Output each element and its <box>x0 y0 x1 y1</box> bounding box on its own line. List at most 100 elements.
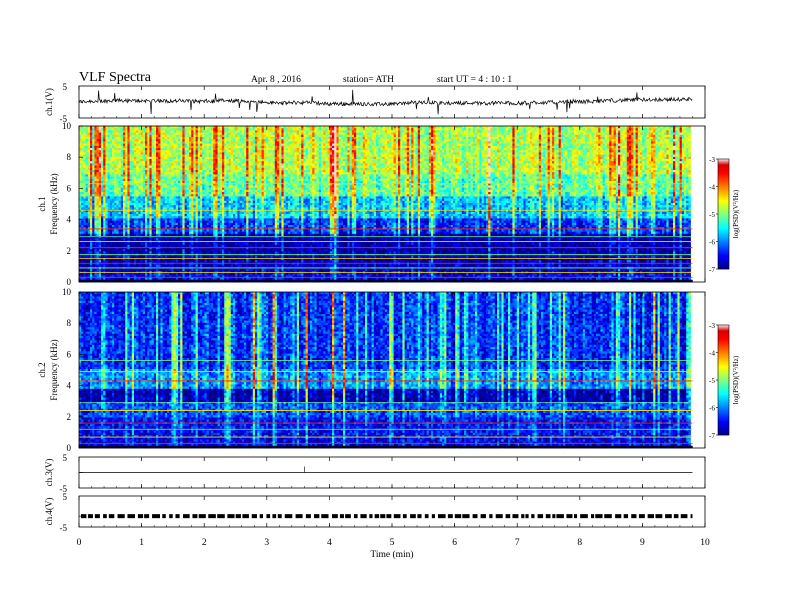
ch1-spectrogram-cell <box>296 132 300 136</box>
ch1-spectrogram-cell <box>294 156 298 160</box>
ch1-spectrogram-cell <box>477 161 480 164</box>
ch1-spectrogram-cell <box>244 132 247 136</box>
ch1-spectrogram-cell <box>101 128 104 131</box>
ch1-spectrogram-cell <box>151 128 155 131</box>
ch1-spectrogram-cell <box>241 141 245 144</box>
ch1-spectrogram-cell <box>413 163 416 166</box>
ch1-spectrogram-cell <box>448 154 452 158</box>
ch1-spectrogram-cell <box>664 156 667 160</box>
ch1-spectrogram-cell <box>435 141 438 144</box>
ch1-spectrogram-cell <box>668 134 672 138</box>
ch1-spectrogram-cell <box>105 161 108 164</box>
ch1-spectrogram-cell <box>103 154 106 158</box>
ch1-spectrogram-cell <box>409 154 412 158</box>
ch1-spectrogram-cell <box>587 143 590 147</box>
ch1-spectrogram-cell <box>646 156 650 160</box>
ch1-spectrogram-cell <box>459 141 463 144</box>
ch1-spectrogram-cell <box>145 128 148 131</box>
ch1-spectrogram-cell <box>393 163 397 166</box>
ch1-spectrogram-cell <box>646 141 650 144</box>
ch1-spectrogram-cell <box>631 150 634 153</box>
ch1-spectrogram-cell <box>670 126 674 129</box>
ch1-spectrogram-cell <box>235 145 238 149</box>
ch1-spectrogram-cell <box>153 156 157 160</box>
ch1-spectrogram-cell <box>420 130 423 133</box>
ch1-spectrogram-cell <box>332 137 335 140</box>
ch1-spectrogram-cell <box>395 156 399 160</box>
ch1-spectrogram-cell <box>384 141 388 144</box>
ch1-spectrogram-cell <box>662 152 665 155</box>
ch1-spectrogram-cell <box>208 145 212 149</box>
ch1-spectrogram-cell <box>235 132 238 136</box>
ch1-spectrogram-cell <box>486 130 489 133</box>
ch1-spectrogram-cell <box>268 137 271 140</box>
ch1-spectrogram-cell <box>323 143 326 147</box>
ch1-spectrogram-cell <box>468 130 471 133</box>
ch1-spectrogram-cell <box>439 154 443 158</box>
ch1-spectrogram-cell <box>351 154 355 158</box>
ch1-spectrogram-cell <box>85 132 89 136</box>
ch1-spectrogram-cell <box>178 132 181 136</box>
ch1-spectrogram-cell <box>668 137 672 140</box>
ch1-spectrogram-cell <box>369 132 372 136</box>
ch1-spectrogram-cell <box>629 134 632 138</box>
ch1-spectrogram-cell <box>475 141 478 144</box>
ch1-spectrogram-cell <box>145 126 148 129</box>
ch1-spectrogram-cell <box>365 152 368 155</box>
ch1-spectrogram-cell <box>527 152 531 155</box>
ch1-spectrogram-cell <box>549 152 553 155</box>
ch1-spectrogram-cell <box>367 156 370 160</box>
ch1-spectrogram-cell <box>431 128 434 131</box>
ch1-spectrogram-cell <box>516 150 520 153</box>
ch1-spectrogram-cell <box>477 145 480 149</box>
ch1-spectrogram-cell <box>382 156 386 160</box>
ch1-spectrogram-cell <box>303 139 306 142</box>
ch1-spectrogram-cell <box>274 141 278 144</box>
ch1-spectrogram-cell <box>173 152 177 155</box>
ch1-spectrogram-cell <box>362 163 366 166</box>
ch1-spectrogram-cell <box>112 134 115 138</box>
ch1-spectrogram-cell <box>402 126 405 129</box>
ch1-spectrogram-cell <box>391 141 394 144</box>
ch1-spectrogram-cell <box>197 143 201 147</box>
ch1-spectrogram-cell <box>417 141 421 144</box>
ch1-spectrogram-cell <box>96 143 100 147</box>
ch1-spectrogram-cell <box>334 145 337 149</box>
ch1-spectrogram-cell <box>365 156 368 160</box>
ch1-spectrogram-cell <box>325 143 328 147</box>
ch1-spectrogram-cell <box>189 139 192 142</box>
ch1-spectrogram-cell <box>101 134 104 138</box>
ch1-spectrogram-cell <box>125 148 128 151</box>
ch1-spectrogram-cell <box>448 139 452 142</box>
ch1-spectrogram-cell <box>472 156 476 160</box>
ch1-spectrogram-cell <box>569 143 573 147</box>
ch1-spectrogram-cell <box>431 130 434 133</box>
ch1-spectrogram-cell <box>299 154 302 158</box>
ch1-spectrogram-cell <box>178 148 181 151</box>
ch1-spectrogram-cell <box>642 134 645 138</box>
ch1-spectrogram-cell <box>270 163 273 166</box>
ch1-spectrogram-cell <box>613 159 617 162</box>
ch1-spectrogram-cell <box>129 161 133 164</box>
ch1-spectrogram-cell <box>184 148 188 151</box>
ch1-spectrogram-cell <box>556 126 559 129</box>
ch1-spectrogram-cell <box>411 154 414 158</box>
ch1-spectrogram-cell <box>248 156 251 160</box>
ch1-spectrogram-cell <box>307 154 311 158</box>
ch1-spectrogram-cell <box>285 137 289 140</box>
ch1-spectrogram-cell <box>648 161 652 164</box>
ch1-spectrogram-cell <box>615 152 619 155</box>
ch1-spectrogram-cell <box>613 130 617 133</box>
ch1-spectrogram-cell <box>422 145 425 149</box>
ch1-spectrogram-cell <box>257 143 260 147</box>
ch1-spectrogram-cell <box>158 126 161 129</box>
ch1-spectrogram-cell <box>640 134 643 138</box>
ch1-spectrogram-cell <box>653 141 656 144</box>
ch1-spectrogram-cell <box>151 143 155 147</box>
ch1-spectrogram-cell <box>81 163 84 166</box>
ch1-spectrogram-cell <box>620 143 623 147</box>
ch1-spectrogram-cell <box>233 143 236 147</box>
ch1-spectrogram-cell <box>178 150 181 153</box>
ch1-spectrogram-cell <box>283 139 287 142</box>
ch1-spectrogram-cell <box>433 161 436 164</box>
